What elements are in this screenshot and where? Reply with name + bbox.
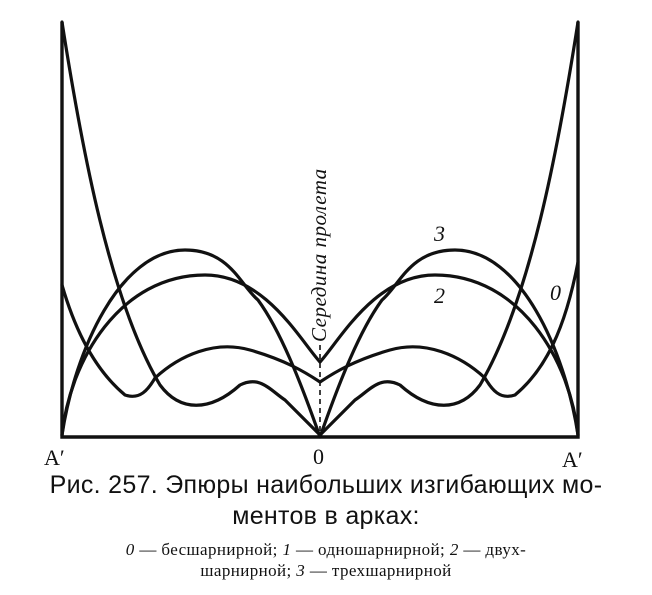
legend-text-1: — одношарнирной;	[291, 540, 450, 559]
legend-key-1: 1	[282, 540, 292, 559]
caption-title: Рис. 257. Эпюры наибольших изгибающих мо…	[0, 470, 652, 532]
legend-text-2b: шарнирной;	[200, 561, 297, 580]
legend-text-3: — трехшарнирной	[305, 561, 452, 580]
curve-3-three-hinged	[60, 248, 580, 439]
support-label-right: A′	[562, 447, 583, 470]
curve-label-3: 3	[433, 221, 445, 246]
legend-line2: шарнирной; 3 — трехшарнирной	[0, 560, 652, 581]
curve-1-single-hinged	[60, 260, 580, 398]
legend-text-0: — бесшарнирной;	[134, 540, 283, 559]
midspan-label: Середина пролета	[307, 168, 331, 342]
legend-key-3: 3	[296, 561, 306, 580]
caption-legend: 0 — бесшарнирной; 1 — одношарнирной; 2 —…	[0, 539, 652, 581]
curve-label-0: 0	[550, 280, 561, 305]
legend-key-2: 2	[449, 540, 459, 559]
caption-title-line1: Рис. 257. Эпюры наибольших изгибающих мо…	[49, 471, 603, 499]
figure-caption: Рис. 257. Эпюры наибольших изгибающих мо…	[0, 470, 652, 581]
legend-line1: 0 — бесшарнирной; 1 — одношарнирной; 2 —…	[0, 539, 652, 560]
support-label-left: A′	[44, 445, 65, 470]
curve-2-two-hinged	[60, 273, 580, 437]
moment-diagram: Середина пролета 3 2 0 A′ 0 A′	[44, 20, 583, 470]
caption-title-line2: ментов в арках:	[232, 502, 420, 530]
center-label: 0	[313, 444, 324, 469]
curve-label-2: 2	[434, 283, 445, 308]
legend-key-0: 0	[125, 540, 135, 559]
legend-text-2: — двух-	[458, 540, 527, 559]
